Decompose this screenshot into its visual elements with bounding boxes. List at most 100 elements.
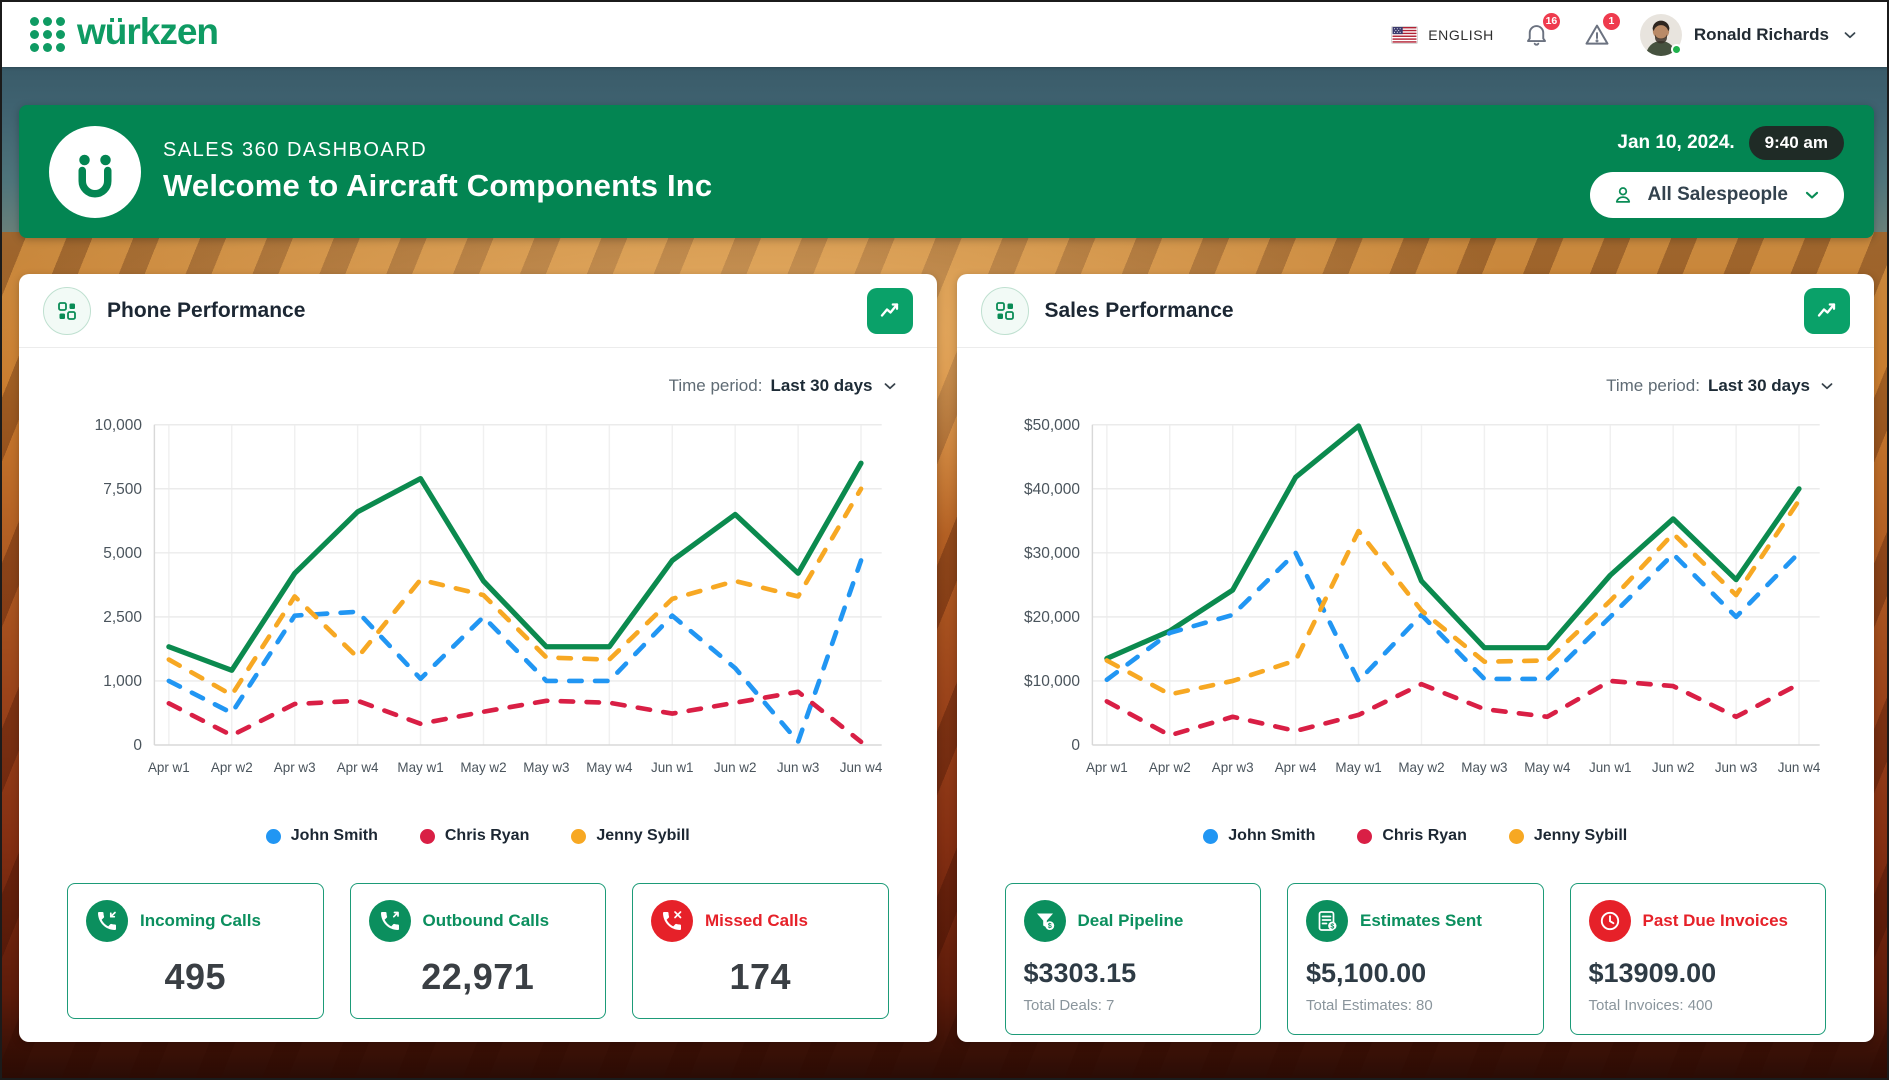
phone-stats-row: Incoming Calls 495 Outbound Calls 22,971 Mis…	[49, 883, 907, 1020]
svg-text:$10,000: $10,000	[1024, 673, 1080, 690]
stat-label: Outbound Calls	[422, 911, 550, 931]
dashboard-cards: Phone Performance Time period: Last 30 d…	[19, 274, 1874, 1042]
legend-item: Chris Ryan	[1357, 827, 1467, 845]
brand-logo[interactable]: würkzen	[30, 11, 219, 53]
svg-text:Jun w2: Jun w2	[714, 760, 757, 775]
stat-box: Incoming Calls 495	[67, 883, 324, 1020]
legend-label: Jenny Sybill	[596, 827, 690, 845]
phone-performance-chart: 0 1,000 2,500 5,000 7,500 10,000 Apr w1 Apr w2 A…	[49, 402, 907, 817]
bell-icon	[1527, 25, 1547, 46]
sales-stats-row: $ Deal Pipeline $3303.15 Total Deals: 7 $ Est…	[987, 883, 1845, 1036]
svg-text:$: $	[1047, 923, 1051, 930]
legend-item: John Smith	[265, 827, 378, 845]
time-period-dropdown[interactable]: Last 30 days	[770, 376, 898, 396]
alerts-count-badge: 1	[1600, 10, 1622, 32]
svg-text:Apr w3: Apr w3	[274, 760, 316, 775]
svg-text:May w3: May w3	[1461, 760, 1507, 775]
legend-item: Jenny Sybill	[571, 827, 690, 845]
dot-grid-logo-icon	[30, 17, 65, 52]
svg-text:Apr w2: Apr w2	[211, 760, 253, 775]
stat-box: Past Due Invoices $13909.00 Total Invoices…	[1569, 883, 1826, 1036]
chevron-down-icon	[884, 383, 895, 390]
svg-text:May w2: May w2	[460, 760, 506, 775]
svg-text:May w2: May w2	[1398, 760, 1444, 775]
dashboard-widget-icon	[43, 286, 91, 335]
svg-text:Jun w3: Jun w3	[777, 760, 820, 775]
sales-time-period-row: Time period: Last 30 days	[987, 376, 1837, 396]
wurkzen-badge	[49, 125, 141, 218]
legend-dot	[1508, 828, 1524, 844]
us-flag-icon	[1391, 25, 1419, 44]
svg-text:Apr w3: Apr w3	[1211, 760, 1253, 775]
language-selector[interactable]: ENGLISH	[1391, 25, 1494, 44]
svg-text:$30,000: $30,000	[1024, 545, 1080, 562]
svg-text:Apr w1: Apr w1	[1085, 760, 1127, 775]
avatar	[1639, 13, 1682, 56]
sales-trend-button[interactable]	[1804, 287, 1850, 334]
card-title: Sales Performance	[1044, 298, 1234, 322]
stat-label: Incoming Calls	[140, 911, 261, 931]
salespeople-filter-value: All Salespeople	[1647, 183, 1788, 205]
online-status-dot	[1670, 43, 1682, 55]
wurkzen-smiley-icon	[78, 154, 112, 197]
stat-label: Deal Pipeline	[1077, 911, 1184, 931]
trend-line-icon	[1817, 302, 1836, 317]
stat-value: 495	[164, 956, 227, 998]
chevron-down-icon	[1844, 31, 1856, 38]
svg-text:Jun w4: Jun w4	[1777, 760, 1820, 775]
phone-chart-legend: John Smith Chris Ryan Jenny Sybill	[49, 827, 907, 845]
svg-text:Apr w4: Apr w4	[1274, 760, 1316, 775]
svg-text:7,500: 7,500	[103, 481, 142, 498]
stat-label: Missed Calls	[705, 911, 808, 931]
alerts-button[interactable]: 1	[1580, 10, 1622, 52]
stat-label: Past Due Invoices	[1642, 911, 1789, 931]
stat-value: $3303.15	[1023, 958, 1137, 989]
legend-label: Chris Ryan	[1382, 827, 1467, 845]
svg-text:$50,000: $50,000	[1024, 417, 1080, 434]
phone-card-header: Phone Performance	[19, 274, 937, 348]
phone-trend-button[interactable]	[866, 287, 913, 334]
top-navigation-bar: würkzen ENGLISH	[2, 2, 1887, 67]
svg-text:$: $	[1330, 924, 1334, 931]
chevron-down-icon	[1821, 383, 1833, 390]
stat-value: $5,100.00	[1306, 958, 1427, 989]
svg-text:Jun w4: Jun w4	[840, 760, 883, 775]
notifications-button[interactable]: 16	[1520, 10, 1562, 52]
svg-text:Jun w1: Jun w1	[651, 760, 694, 775]
card-title: Phone Performance	[107, 298, 306, 322]
brand-name: würkzen	[77, 10, 219, 52]
phone-time-period-row: Time period: Last 30 days	[49, 376, 899, 396]
legend-label: John Smith	[1228, 827, 1316, 845]
warning-triangle-icon	[1585, 24, 1609, 45]
stat-subtext: Total Deals: 7	[1023, 997, 1115, 1015]
svg-text:10,000: 10,000	[95, 417, 142, 434]
user-menu[interactable]: Ronald Richards	[1639, 13, 1859, 56]
person-icon	[1615, 186, 1630, 203]
welcome-banner: SALES 360 DASHBOARD Welcome to Aircraft …	[19, 105, 1874, 238]
time-period-dropdown[interactable]: Last 30 days	[1708, 376, 1836, 396]
phone-incoming-icon	[86, 900, 128, 943]
salespeople-filter-dropdown[interactable]: All Salespeople	[1589, 171, 1844, 218]
svg-text:Jun w2: Jun w2	[1651, 760, 1694, 775]
svg-text:Apr w2: Apr w2	[1148, 760, 1190, 775]
svg-text:May w1: May w1	[397, 760, 443, 775]
legend-dot	[419, 828, 435, 844]
legend-item: Chris Ryan	[419, 827, 529, 845]
time-period-label: Time period:	[668, 376, 763, 395]
deal-pipeline-icon: $	[1023, 900, 1066, 943]
svg-text:$40,000: $40,000	[1024, 481, 1080, 498]
legend-dot	[1357, 828, 1373, 844]
sales-card-header: Sales Performance	[956, 274, 1874, 348]
stat-box: $ Deal Pipeline $3303.15 Total Deals: 7	[1004, 883, 1261, 1036]
svg-text:$20,000: $20,000	[1024, 609, 1080, 626]
svg-text:0: 0	[133, 737, 142, 754]
stat-label: Estimates Sent	[1360, 911, 1482, 931]
legend-item: Jenny Sybill	[1508, 827, 1627, 845]
svg-text:5,000: 5,000	[103, 545, 142, 562]
phone-outgoing-icon	[368, 900, 411, 943]
sales-performance-card: Sales Performance Time period: Last 30 d…	[956, 274, 1874, 1042]
trend-line-icon	[880, 302, 898, 317]
time-period-label: Time period:	[1606, 376, 1700, 395]
svg-text:May w4: May w4	[1524, 760, 1571, 775]
